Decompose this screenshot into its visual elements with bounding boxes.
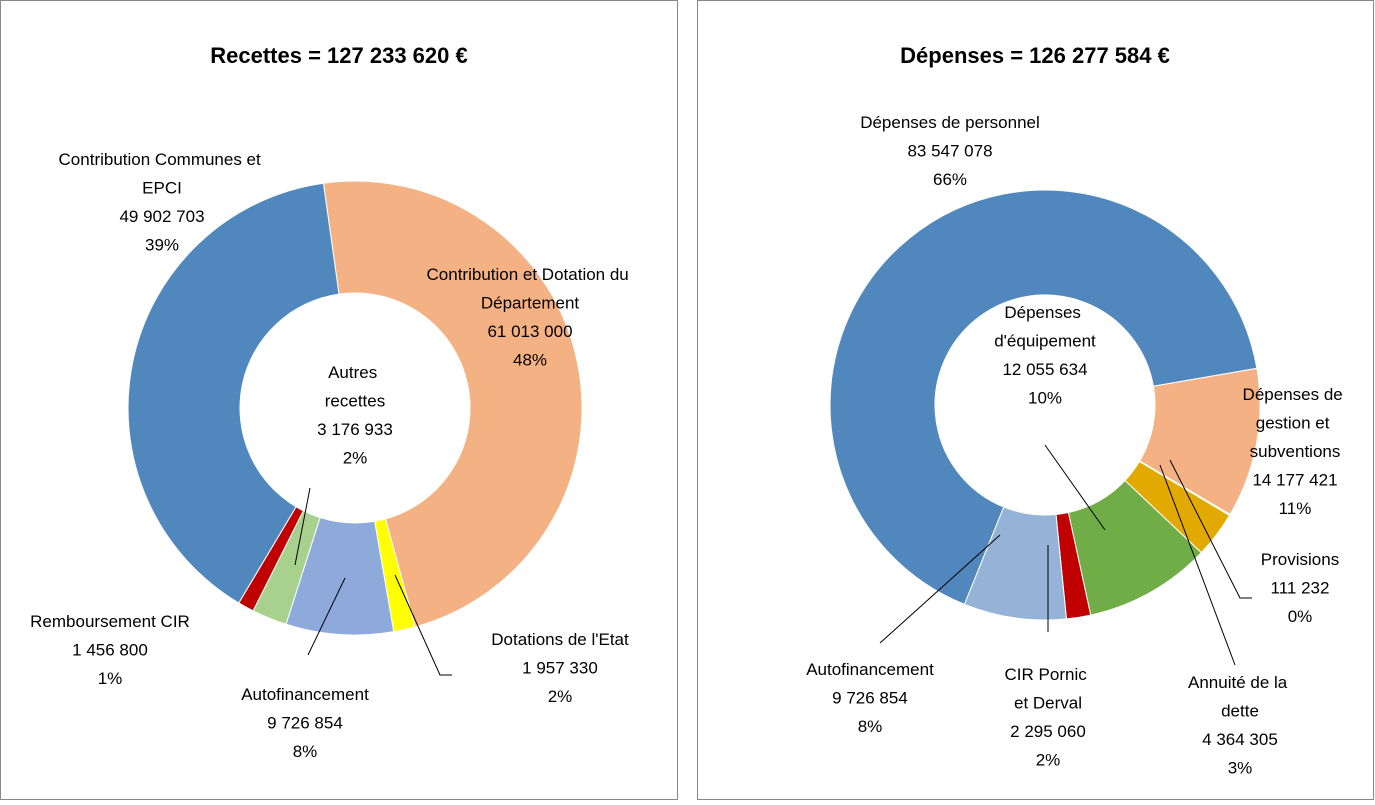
slice-label-value: 49 902 703 [119,207,204,226]
slice-label-name: Dépenses d'équipement [994,303,1096,351]
leader-line [394,574,452,676]
slice-label-name: Contribution Communes et EPCI [59,150,266,198]
slice-label-value: 3 176 933 [317,420,393,439]
label-line: Annuité de la [1188,673,1292,692]
slice-label-percent: 8% [858,717,883,736]
label-line: subventions [1250,442,1341,461]
label-line: EPCI [142,179,182,198]
leader-line [1159,464,1236,666]
slice-label-name: Autofinancement [241,685,369,704]
slice-label-percent: 66% [933,170,967,189]
slice-label-value: 83 547 078 [907,142,992,161]
label-line: CIR Pornic [1005,665,1092,684]
slice-label-value: 2 295 060 [1010,722,1086,741]
donut-slice [829,189,1258,605]
slice-label-value: 4 364 305 [1202,730,1278,749]
slice-label-percent: 2% [343,449,368,468]
label-line: Contribution et Dotation du [427,265,634,284]
slice-label-name: Provisions [1261,550,1339,569]
slice-label-value: 12 055 634 [1002,360,1087,379]
slice-label-name: Remboursement CIR [30,612,190,631]
slice-label-name: CIR Pornic et Derval [1005,665,1092,713]
slice-label-percent: 8% [293,742,318,761]
label-line: d'équipement [994,332,1096,351]
leader-line [307,577,346,656]
slice-label-value: 9 726 854 [267,714,343,733]
slice-label-value: 61 013 000 [487,322,572,341]
slice-label-percent: 11% [1279,499,1312,518]
slice-label-value: 111 232 [1271,579,1330,598]
label-line: Dépenses de [1243,385,1348,404]
label-line: Remboursement CIR [30,612,190,631]
slice-label-name: Autres recettes [325,363,385,411]
slice-label-name: Autofinancement [806,660,934,679]
leader-line [294,487,311,566]
slice-label-percent: 2% [1036,751,1061,770]
donut-slice [963,506,1068,621]
label-line: Département [481,294,580,313]
slice-label-value: 9 726 854 [832,689,908,708]
leader-line [1044,444,1106,531]
slice-label-value: 1 456 800 [72,641,148,660]
slice-label-percent: 39% [145,236,179,255]
label-line: Autres [328,363,382,382]
slice-label-percent: 2% [548,687,573,706]
label-line: Dépenses de personnel [860,113,1040,132]
leader-line [879,534,1001,644]
label-line: gestion et [1256,414,1334,433]
slice-label-name: Contribution et Dotation du Département [427,265,634,313]
label-line: Autofinancement [241,685,369,704]
chart-title: Recettes = 127 233 620 € [210,43,467,68]
label-line: Dépenses [1004,303,1085,322]
slice-label-percent: 0% [1288,607,1313,626]
label-line: Provisions [1261,550,1339,569]
slice-label-percent: 10% [1028,389,1062,408]
slice-label-value: 1 957 330 [522,659,598,678]
label-line: recettes [325,392,385,411]
donut-slice [322,180,583,628]
label-line: Contribution Communes et [59,150,266,169]
donut-slice [127,182,340,604]
label-line: et Derval [1014,694,1082,713]
label-line: dette [1221,702,1259,721]
slice-label-name: Dépenses de personnel [860,113,1040,132]
slice-label-value: 14 177 421 [1252,471,1337,490]
slice-label-name: Dotations de l'Etat [491,630,629,649]
panel-right [697,0,1374,800]
slice-label-percent: 1% [98,669,123,688]
label-line: Dotations de l'Etat [491,630,629,649]
slice-label-percent: 3% [1228,759,1253,778]
slice-label-name: Dépenses de gestion et subventions [1243,385,1348,461]
slice-label-percent: 48% [513,351,547,370]
label-line: Autofinancement [806,660,934,679]
leader-line [1169,459,1252,599]
slice-label-name: Annuité de la dette [1188,673,1292,721]
chart-title: Dépenses = 126 277 584 € [900,43,1170,68]
